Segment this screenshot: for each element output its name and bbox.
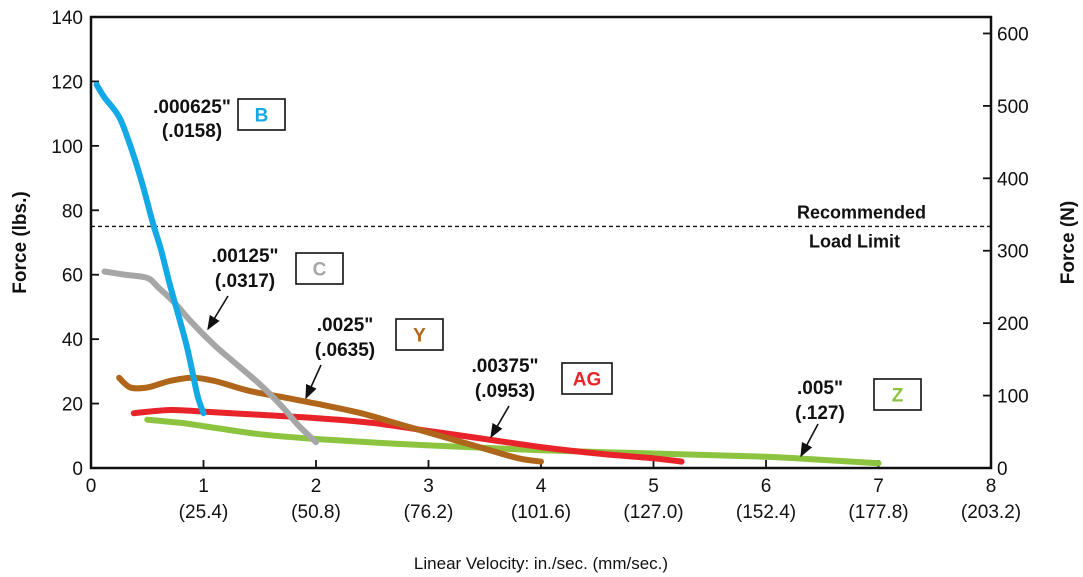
x-tick-sublabel: (50.8) [291, 502, 341, 523]
annotation-y-line1: .0025" [317, 315, 374, 336]
x-tick-label: 4 [536, 476, 547, 497]
y2-tick-label: 200 [997, 314, 1029, 335]
legend-badge-ag-label: AG [573, 370, 602, 391]
y-axis-title: Force (lbs.) [10, 191, 31, 293]
legend-badge-c-label: C [313, 260, 327, 281]
annotation-b-line1: .000625" [153, 97, 231, 118]
annotation-ag-line1: .00375" [471, 356, 538, 377]
x-tick-sublabel: (76.2) [404, 502, 454, 523]
y2-tick-label: 100 [997, 387, 1029, 408]
x-tick-label: 8 [986, 476, 997, 497]
x-tick-sublabel: (127.0) [623, 502, 683, 523]
load-limit-label-line1: Recommended [797, 202, 926, 222]
x-tick-sublabel: (203.2) [961, 502, 1021, 523]
legend-badge-z-label: Z [892, 386, 904, 407]
x-tick-sublabel: (152.4) [736, 502, 796, 523]
x-tick-label: 2 [311, 476, 322, 497]
annotation-c-line2: (.0317) [215, 271, 275, 292]
x-tick-label: 3 [423, 476, 434, 497]
x-tick-sublabel: (101.6) [511, 502, 571, 523]
series-lines [93, 81, 882, 467]
legend-badge-c [295, 252, 344, 285]
annotation-c-line1: .00125" [211, 246, 278, 267]
legend-badge-y [395, 318, 444, 351]
x-axis-title: Linear Velocity: in./sec. (mm/sec.) [414, 554, 668, 573]
y-tick-label: 80 [62, 201, 83, 222]
y-tick-label: 120 [51, 72, 83, 93]
y-tick-label: 140 [51, 8, 83, 29]
y2-tick-label: 400 [997, 169, 1029, 190]
legend-badge-ag [561, 362, 613, 395]
annotation-z-line1: .005" [797, 378, 843, 399]
series-line-y [116, 374, 544, 465]
x-tick-label: 0 [86, 476, 97, 497]
annotation-z-arrow [800, 423, 819, 458]
series-line-c [101, 268, 319, 446]
y-tick-label: 20 [62, 395, 83, 416]
y2-tick-label: 300 [997, 242, 1029, 263]
x-tick-label: 1 [198, 476, 209, 497]
annotation-b-line2: (.0158) [162, 121, 222, 142]
y2-tick-label: 600 [997, 24, 1029, 45]
annotation-z-line2: (.127) [795, 403, 845, 424]
x-tick-sublabel: (25.4) [179, 502, 229, 523]
y2-tick-label: 0 [997, 459, 1008, 480]
annotation-y-line2: (.0635) [315, 340, 375, 361]
load-limit-label-line2: Load Limit [809, 231, 900, 251]
annotation-y: .0025" (.0635) Y [305, 315, 444, 400]
series-line-b [93, 81, 207, 417]
legend-badge-b-label: B [255, 106, 269, 127]
legend-badge-y-label: Y [413, 326, 426, 347]
y2-tick-label: 500 [997, 97, 1029, 118]
annotation-y-arrow [305, 364, 322, 400]
x-tick-label: 6 [761, 476, 772, 497]
y-tick-label: 60 [62, 266, 83, 287]
series-line-z [144, 416, 882, 467]
annotation-b: .000625" (.0158) B [153, 97, 286, 142]
axes: 0 1 (25.4) 2 (50.8) 3 (76.2) 4 (101.6) 5 (127.0) 6 (… [51, 8, 1028, 523]
series-line-ag [130, 406, 685, 465]
y2-axis-title: Force (N) [1058, 201, 1079, 284]
y-tick-label: 0 [72, 459, 83, 480]
y-tick-label: 40 [62, 330, 83, 351]
annotation-ag-arrow [490, 405, 510, 439]
legend-badge-z [873, 378, 922, 411]
annotation-ag-line2: (.0953) [475, 381, 535, 402]
x-tick-label: 7 [873, 476, 884, 497]
legend-badge-b [237, 98, 286, 131]
annotation-c-arrow [207, 295, 229, 331]
annotation-z: .005" (.127) Z [795, 378, 922, 458]
annotation-c: .00125" (.0317) C [207, 246, 344, 331]
y-tick-label: 100 [51, 137, 83, 158]
annotations: .000625" (.0158) B .00125" (.0317) C .0025" (.0… [153, 97, 922, 458]
x-tick-label: 5 [648, 476, 659, 497]
annotation-ag: .00375" (.0953) AG [471, 356, 613, 439]
x-tick-sublabel: (177.8) [848, 502, 908, 523]
